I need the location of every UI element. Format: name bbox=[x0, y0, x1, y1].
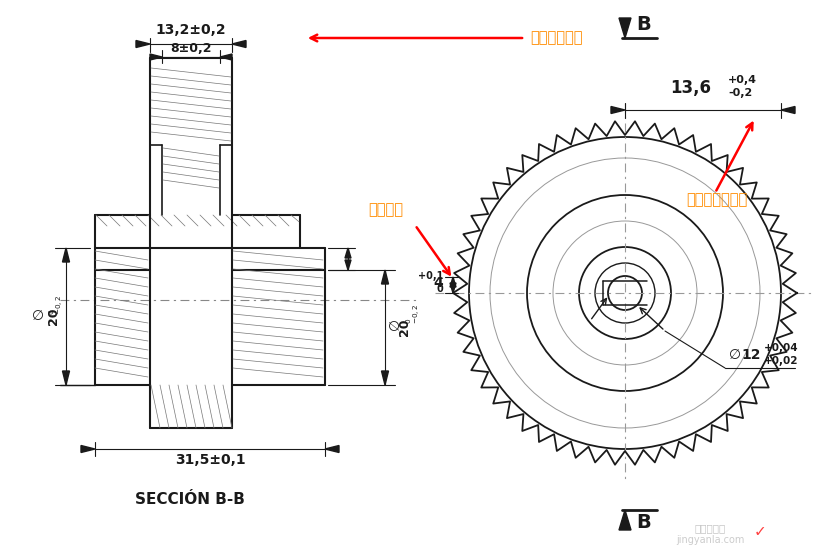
Polygon shape bbox=[781, 107, 795, 113]
Text: $\varnothing$: $\varnothing$ bbox=[30, 309, 44, 323]
Text: B: B bbox=[637, 514, 651, 533]
Polygon shape bbox=[220, 54, 232, 60]
Polygon shape bbox=[150, 54, 162, 60]
Text: jingyanla.com: jingyanla.com bbox=[675, 535, 744, 545]
Text: $\varnothing$: $\varnothing$ bbox=[389, 320, 403, 332]
Text: 0: 0 bbox=[437, 284, 443, 294]
Text: 13,6: 13,6 bbox=[670, 79, 711, 97]
Text: -0,2: -0,2 bbox=[728, 88, 753, 98]
Polygon shape bbox=[381, 371, 389, 385]
Polygon shape bbox=[611, 107, 625, 113]
Text: 20: 20 bbox=[397, 318, 411, 336]
Text: 12: 12 bbox=[741, 348, 761, 362]
Text: +0,4: +0,4 bbox=[728, 75, 757, 85]
Polygon shape bbox=[136, 40, 150, 48]
Polygon shape bbox=[63, 371, 70, 385]
Text: $^{0}_{-0,2}$: $^{0}_{-0,2}$ bbox=[48, 295, 66, 315]
Text: 4: 4 bbox=[433, 276, 443, 290]
Text: +0,1: +0,1 bbox=[417, 271, 443, 281]
Text: 双向非对称公差: 双向非对称公差 bbox=[686, 192, 747, 207]
Polygon shape bbox=[232, 40, 246, 48]
Polygon shape bbox=[381, 270, 389, 284]
Text: $^{0}_{-0,2}$: $^{0}_{-0,2}$ bbox=[405, 304, 423, 324]
Text: 双向对称公差: 双向对称公差 bbox=[530, 30, 582, 45]
Text: SECCIÓN B-B: SECCIÓN B-B bbox=[135, 493, 245, 508]
Polygon shape bbox=[81, 446, 95, 452]
Text: B: B bbox=[637, 15, 651, 34]
Polygon shape bbox=[619, 18, 631, 38]
Text: 13,2±0,2: 13,2±0,2 bbox=[156, 23, 226, 37]
Text: 单向公差: 单向公差 bbox=[368, 202, 403, 217]
Text: $\varnothing$: $\varnothing$ bbox=[728, 348, 741, 362]
Text: ✓: ✓ bbox=[753, 524, 767, 540]
Text: 头条经验啦: 头条经验啦 bbox=[695, 523, 726, 533]
Polygon shape bbox=[325, 446, 339, 452]
Polygon shape bbox=[345, 248, 351, 258]
Text: +0,02: +0,02 bbox=[764, 356, 799, 366]
Polygon shape bbox=[450, 277, 456, 287]
Text: +0,04: +0,04 bbox=[764, 343, 799, 353]
Polygon shape bbox=[450, 283, 456, 293]
Text: 20: 20 bbox=[47, 307, 60, 325]
Text: 8±0,2: 8±0,2 bbox=[170, 43, 212, 55]
Text: 31,5±0,1: 31,5±0,1 bbox=[174, 453, 246, 467]
Polygon shape bbox=[619, 510, 631, 530]
Polygon shape bbox=[63, 248, 70, 262]
Polygon shape bbox=[345, 260, 351, 270]
